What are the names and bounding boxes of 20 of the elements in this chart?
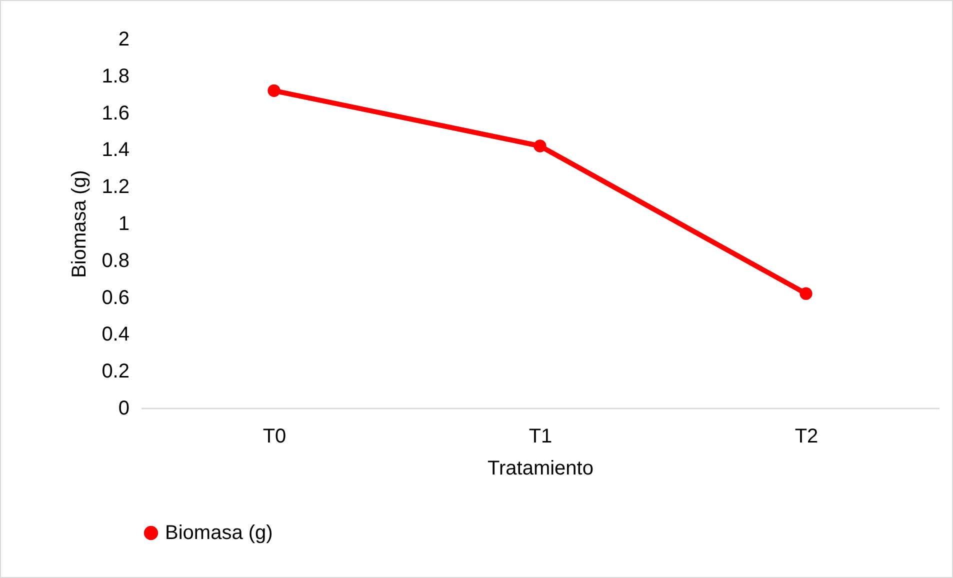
legend-label: Biomasa (g)	[165, 522, 273, 544]
x-axis-title: Tratamiento	[488, 458, 594, 480]
y-tick-label: 1	[118, 213, 130, 235]
y-tick-label: 0.2	[102, 360, 130, 383]
y-axis-title: Biomasa (g)	[68, 170, 91, 278]
point	[800, 287, 812, 300]
point	[534, 140, 546, 152]
x-tick-label: T2	[794, 426, 818, 448]
x-tick-label: T1	[528, 426, 552, 448]
y-tick-label: 0.8	[102, 250, 130, 272]
y-tick-label: 1.8	[102, 65, 130, 88]
y-tick-label: 1.4	[102, 139, 130, 162]
y-tick-label: 0	[118, 398, 130, 420]
y-tick-label: 2	[118, 28, 130, 50]
y-tick-label: 0.6	[102, 286, 130, 309]
y-tick-label: 0.4	[102, 324, 130, 346]
y-tick-label: 1.6	[102, 102, 130, 124]
point	[268, 84, 280, 97]
y-tick-label: 1.2	[102, 176, 130, 198]
x-tick-label: T0	[262, 426, 286, 448]
